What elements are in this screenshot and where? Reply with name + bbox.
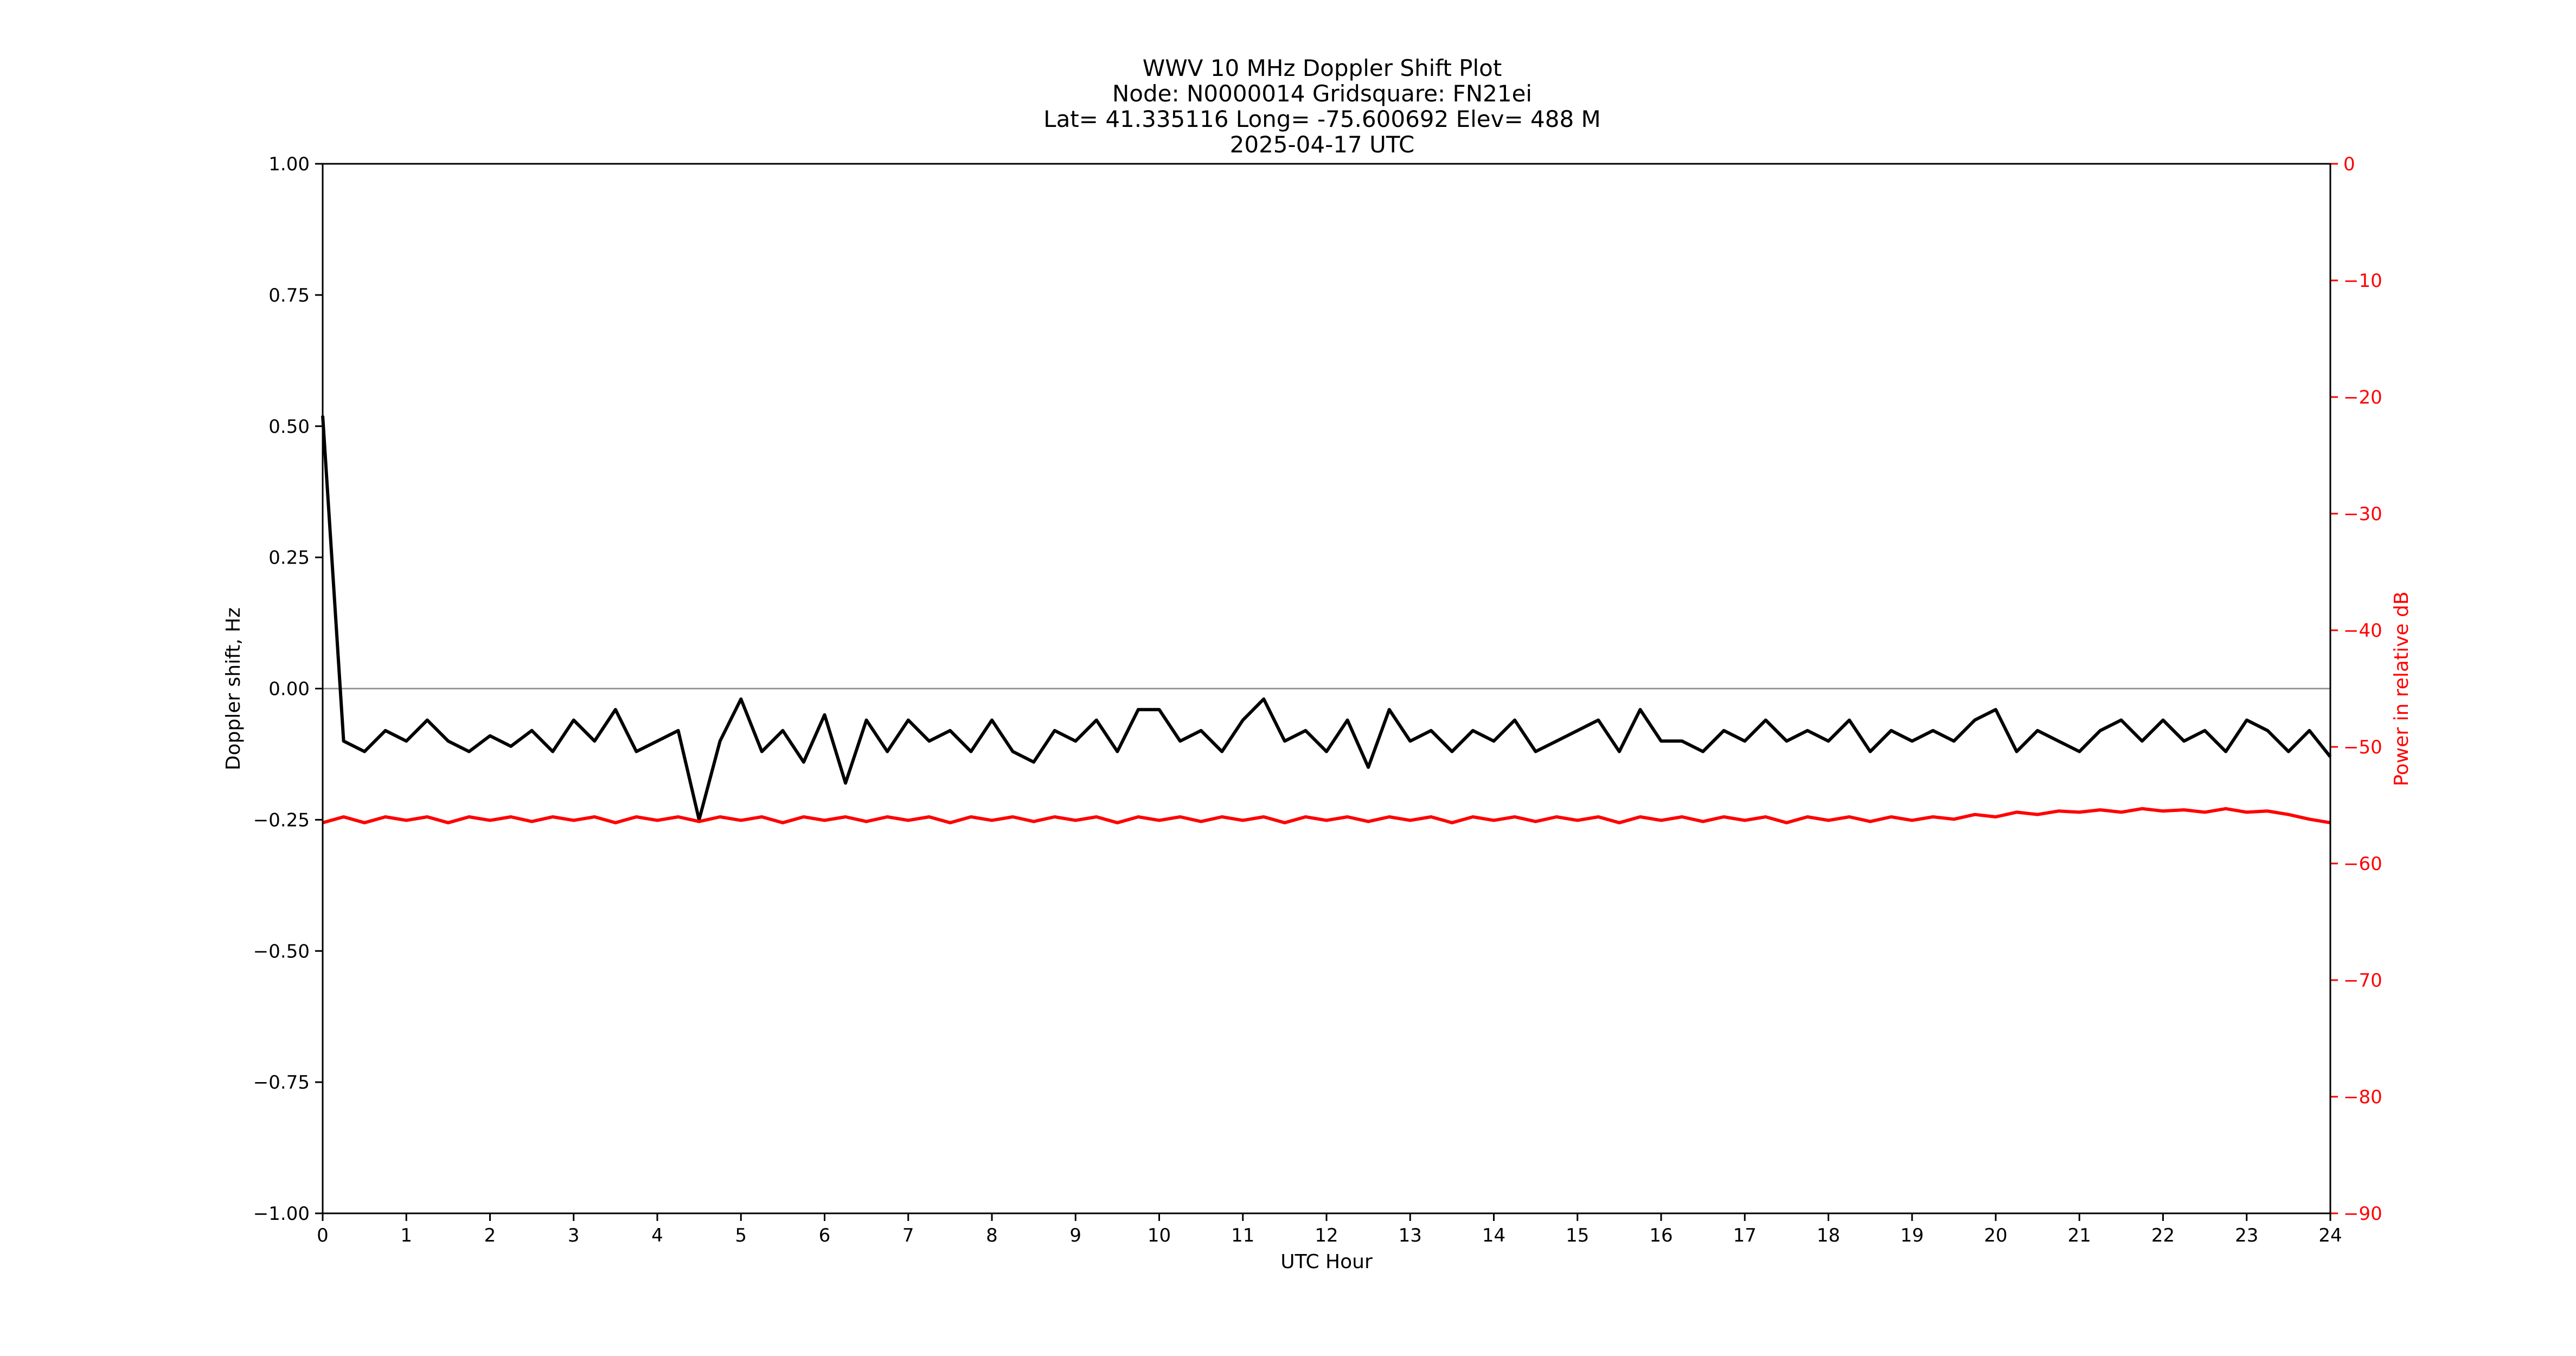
x-tick-label: 20 <box>1984 1225 2007 1246</box>
x-tick-label: 1 <box>400 1225 412 1246</box>
x-tick-label: 14 <box>1482 1225 1505 1246</box>
x-tick-label: 0 <box>317 1225 329 1246</box>
power-series-line <box>322 807 2331 824</box>
y-left-tick-label: 0.50 <box>268 416 310 438</box>
y-right-tick-label: −70 <box>2343 970 2382 992</box>
x-tick-label: 6 <box>819 1225 831 1246</box>
x-tick-label: 9 <box>1069 1225 1081 1246</box>
title-line-2: Node: N0000014 Gridsquare: FN21ei <box>1112 80 1532 107</box>
title-line-4: 2025-04-17 UTC <box>1230 131 1415 158</box>
x-tick-label: 3 <box>568 1225 580 1246</box>
y-left-tick-label: 0.25 <box>268 547 310 569</box>
x-tick-label: 24 <box>2318 1225 2342 1246</box>
y-axis-right-label: Power in relative dB <box>2391 591 2413 786</box>
x-tick-label: 18 <box>1817 1225 1840 1246</box>
x-tick-label: 5 <box>735 1225 747 1246</box>
y-axis-left: −1.00 −0.75 −0.50 −0.25 0.00 0.25 0.50 0.75 1.00 <box>253 153 323 1225</box>
y-axis-right: 0 −10 −20 −30 −40 −50 −60 −70 −80 −90 <box>2329 153 2382 1225</box>
chart-title: WWV 10 MHz Doppler Shift Plot Node: N000… <box>1043 55 1601 158</box>
y-left-tick-label: 1.00 <box>268 153 310 175</box>
x-tick-label: 22 <box>2151 1225 2175 1246</box>
x-tick-label: 4 <box>651 1225 663 1246</box>
y-right-tick-label: −40 <box>2343 620 2382 642</box>
x-axis: 0 1 2 3 4 5 6 7 8 9 10 11 12 13 14 15 16 17 18 19 20 21 22 23 24 <box>317 1213 2342 1246</box>
y-right-tick-label: −20 <box>2343 387 2382 408</box>
y-right-tick-label: 0 <box>2343 153 2355 175</box>
y-right-tick-label: −60 <box>2343 853 2382 875</box>
y-right-tick-label: −10 <box>2343 270 2382 292</box>
x-tick-label: 16 <box>1649 1225 1673 1246</box>
y-left-tick-label: −0.25 <box>253 809 310 831</box>
x-tick-label: 11 <box>1231 1225 1254 1246</box>
y-left-tick-label: 0.75 <box>268 285 310 306</box>
y-right-tick-label: −50 <box>2343 737 2382 758</box>
y-right-tick-label: −30 <box>2343 503 2382 525</box>
y-right-tick-label: −80 <box>2343 1086 2382 1108</box>
x-tick-label: 17 <box>1733 1225 1757 1246</box>
x-tick-label: 15 <box>1566 1225 1589 1246</box>
title-line-1: WWV 10 MHz Doppler Shift Plot <box>1143 55 1502 81</box>
y-right-tick-label: −90 <box>2343 1203 2382 1225</box>
x-tick-label: 2 <box>484 1225 496 1246</box>
x-tick-label: 12 <box>1315 1225 1338 1246</box>
y-left-tick-label: −0.50 <box>253 941 310 962</box>
plot-marks <box>321 415 2332 824</box>
x-tick-label: 10 <box>1148 1225 1171 1246</box>
y-axis-left-label: Doppler shift, Hz <box>222 607 245 770</box>
x-tick-label: 21 <box>2068 1225 2091 1246</box>
y-left-tick-label: 0.00 <box>268 679 310 700</box>
x-tick-label: 23 <box>2235 1225 2258 1246</box>
x-tick-label: 13 <box>1399 1225 1422 1246</box>
x-tick-label: 19 <box>1900 1225 1924 1246</box>
doppler-series-line <box>321 415 2332 822</box>
y-left-tick-label: −1.00 <box>253 1203 310 1225</box>
x-axis-label: UTC Hour <box>1280 1251 1373 1273</box>
plot-frame <box>322 163 2331 1214</box>
x-tick-label: 7 <box>902 1225 914 1246</box>
y-left-tick-label: −0.75 <box>253 1072 310 1093</box>
title-line-3: Lat= 41.335116 Long= -75.600692 Elev= 48… <box>1043 106 1601 132</box>
x-tick-label: 8 <box>986 1225 998 1246</box>
